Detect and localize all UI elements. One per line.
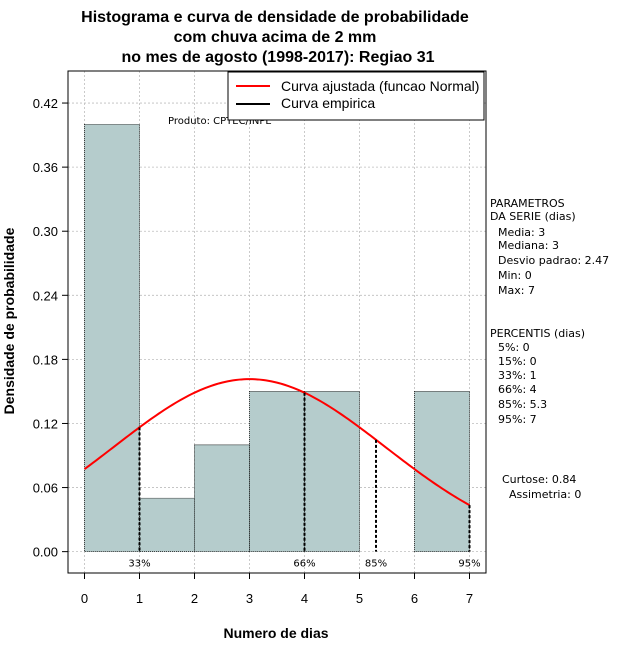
chart-title-line-3: no mes de agosto (1998-2017): Regiao 31	[122, 49, 435, 66]
param-media: Media: 3	[498, 226, 545, 239]
y-tick-label-0: 0.00	[33, 545, 58, 560]
histogram-bar-2	[194, 444, 250, 553]
legend-label-normal: Curva ajustada (funcao Normal)	[281, 78, 479, 94]
x-tick-label-4: 4	[301, 591, 308, 606]
y-tick-label-5: 0.30	[33, 224, 58, 239]
x-tick-label-7: 7	[466, 591, 473, 606]
percentil-5: 5%: 0	[498, 341, 530, 354]
x-tick-label-3: 3	[246, 591, 253, 606]
y-tick-label-1: 0.06	[33, 481, 58, 496]
percentile-label-3: 95%	[458, 559, 480, 570]
x-tick-label-1: 1	[136, 591, 143, 606]
histogram-bar-3	[249, 391, 305, 553]
percentis-title: PERCENTIS (dias)	[490, 327, 585, 340]
params-title-line-1: PARAMETROS	[490, 197, 565, 210]
legend-box	[227, 71, 485, 121]
percentile-label-1: 66%	[293, 559, 315, 570]
percentil-66: 66%: 4	[498, 383, 537, 396]
x-tick-label-0: 0	[81, 591, 88, 606]
x-axis-title: Numero de dias	[223, 625, 328, 641]
histogram-bar-4	[304, 391, 360, 553]
chart-title-line-2: com chuva acima de 2 mm	[174, 29, 377, 46]
side-panel: PARAMETROS DA SERIE (dias) Media: 3 Medi…	[490, 197, 609, 501]
params-title-line-2: DA SERIE (dias)	[490, 210, 576, 223]
y-tick-label-6: 0.36	[33, 160, 58, 175]
percentil-85: 85%: 5.3	[498, 398, 547, 411]
param-desvio: Desvio padrao: 2.47	[498, 254, 609, 267]
percentil-95: 95%: 7	[498, 413, 537, 426]
curve-layer	[83, 378, 470, 507]
chart-title-line-1: Histograma e curva de densidade de proba…	[81, 9, 469, 26]
normal-curve-line	[83, 378, 470, 507]
y-tick-label-2: 0.12	[33, 416, 58, 431]
histogram-bar-1	[139, 497, 195, 553]
x-tick-label-2: 2	[191, 591, 198, 606]
percentile-label-2: 85%	[365, 559, 387, 570]
percentil-15: 15%: 0	[498, 355, 537, 368]
source-note: Produto: CPTEC/INPE	[168, 116, 272, 127]
percentile-label-0: 33%	[128, 559, 150, 570]
curtose: Curtose: 0.84	[502, 473, 576, 486]
percentile-layer: 33% 66% 85% 95%	[128, 392, 481, 570]
param-max: Max: 7	[498, 284, 535, 297]
bars-layer	[84, 124, 470, 553]
x-tick-label-5: 5	[356, 591, 363, 606]
y-tick-label-4: 0.24	[33, 288, 58, 303]
y-tick-label-7: 0.42	[33, 96, 58, 111]
x-tick-label-6: 6	[411, 591, 418, 606]
y-axis-title: Densidade de probabilidade	[1, 227, 17, 414]
axes-layer: 0 1 2 3 4 5 6 7 0.00 0.06 0.12 0.18 0.24 0.30 0.36 0.42	[33, 70, 487, 606]
param-min: Min: 0	[498, 269, 532, 282]
plot-frame	[67, 70, 487, 574]
param-mediana: Mediana: 3	[498, 239, 559, 252]
assimetria: Assimetria: 0	[509, 488, 581, 501]
percentil-33: 33%: 1	[498, 369, 537, 382]
histogram-bar-6	[414, 391, 470, 553]
legend-label-empirical: Curva empirica	[281, 95, 375, 111]
legend: Curva ajustada (funcao Normal) Curva emp…	[227, 71, 485, 121]
histogram-bar-0	[84, 124, 140, 553]
y-tick-label-3: 0.18	[33, 352, 58, 367]
